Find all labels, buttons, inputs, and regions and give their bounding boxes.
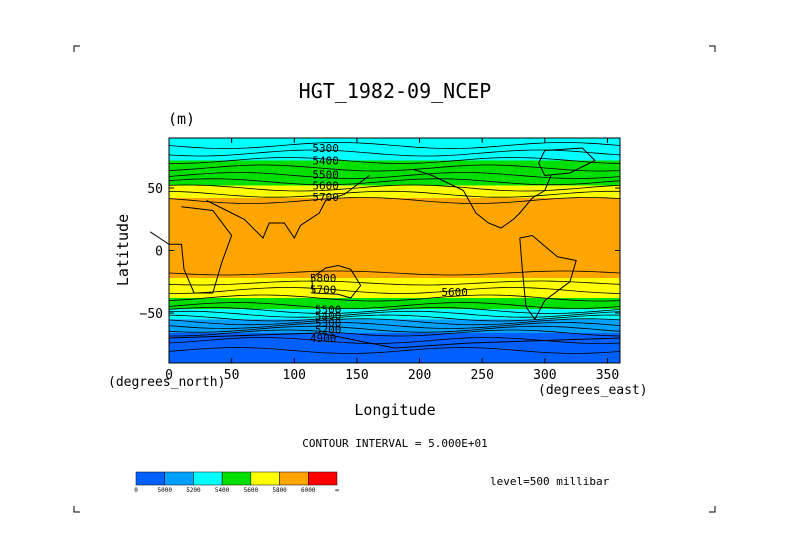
contour-label-2: 5500 xyxy=(312,168,339,181)
contour-label-9: 5400 xyxy=(315,310,342,323)
colorbar-swatch-2 xyxy=(193,471,223,486)
band-6 xyxy=(169,309,620,320)
y-tick-label-1: 0 xyxy=(155,245,163,260)
contour-line-11 xyxy=(169,287,621,294)
contour-label-12: 4900 xyxy=(310,332,337,345)
coastline-3 xyxy=(519,234,577,321)
contour-line-15 xyxy=(168,310,621,318)
coastline-5 xyxy=(538,147,596,176)
colorbar-swatch-5 xyxy=(279,471,309,486)
colorbar-label-5: 5800 xyxy=(272,487,287,494)
contour-label-0: 5300 xyxy=(312,142,339,155)
colorbar-swatch-1 xyxy=(164,471,194,486)
y-units-note: (degrees_north) xyxy=(108,375,225,390)
level-text: level=500 millibar xyxy=(490,475,610,488)
contour-line-14 xyxy=(168,307,621,314)
band-2 xyxy=(169,185,620,198)
colorbar-label-2: 5200 xyxy=(186,487,201,494)
y-tick-label-2: −50 xyxy=(140,307,163,322)
coastline-4 xyxy=(413,168,552,229)
x-tick-label-5: 250 xyxy=(470,368,493,383)
colorbar: 0 5000 5200 5400 5600 5800 6000 ∞ xyxy=(134,471,339,494)
colorbar-label-7: ∞ xyxy=(335,487,339,494)
x-axis-title: Longitude xyxy=(354,401,435,419)
contour-label-5: 5800 xyxy=(310,272,337,285)
contour-line-20 xyxy=(169,329,621,337)
contour-line-19 xyxy=(168,325,621,333)
corner-marks xyxy=(73,45,716,513)
contour-label-11: 5200 xyxy=(315,323,342,336)
colorbar-label-0: 0 xyxy=(134,487,138,494)
band-4 xyxy=(169,278,620,298)
contour-line-4 xyxy=(168,172,621,179)
coastline-0 xyxy=(149,206,233,294)
contour-line-16 xyxy=(168,314,621,322)
band-1 xyxy=(169,160,620,186)
contour-line-18 xyxy=(168,322,621,329)
band-0 xyxy=(169,138,620,161)
units-label: (m) xyxy=(168,110,195,128)
contour-label-4: 5700 xyxy=(312,191,339,204)
contour-line-10 xyxy=(168,280,621,286)
band-7 xyxy=(169,319,620,333)
contour-line-22 xyxy=(168,347,621,354)
contour-label-8: 5500 xyxy=(315,303,342,316)
x-tick-label-4: 200 xyxy=(408,368,431,383)
contour-label-1: 5400 xyxy=(312,155,339,168)
colorbar-swatch-6 xyxy=(308,471,338,486)
contour-line-3 xyxy=(168,164,621,172)
colorbar-label-3: 5400 xyxy=(215,487,230,494)
colorbar-label-4: 5600 xyxy=(244,487,259,494)
contour-label-3: 5600 xyxy=(312,180,339,193)
x-tick-label-2: 100 xyxy=(283,368,306,383)
contour-line-9 xyxy=(168,270,621,276)
coastline-2 xyxy=(311,264,362,299)
colorbar-swatch-0 xyxy=(135,471,165,486)
colorbar-label-1: 5000 xyxy=(157,487,172,494)
contour-line-2 xyxy=(169,157,621,164)
contour-line-5 xyxy=(168,178,621,186)
y-tick-label-0: 50 xyxy=(147,182,163,197)
x-tick-label-7: 350 xyxy=(596,368,619,383)
contour-line-17 xyxy=(168,318,621,326)
contour-interval-text: CONTOUR INTERVAL = 5.000E+01 xyxy=(302,437,487,450)
contour-line-12 xyxy=(168,294,621,302)
colorbar-label-6: 6000 xyxy=(301,487,316,494)
band-5 xyxy=(169,298,620,310)
contour-line-7 xyxy=(168,190,620,198)
y-axis-title: Latitude xyxy=(114,214,132,286)
contour-line-13 xyxy=(168,302,621,309)
coastline-6 xyxy=(168,332,621,349)
contour-line-8 xyxy=(168,197,621,204)
x-tick-label-1: 50 xyxy=(224,368,240,383)
colorbar-swatch-4 xyxy=(250,471,280,486)
chart-title: HGT_1982-09_NCEP xyxy=(299,79,492,103)
coastline-1 xyxy=(206,175,370,239)
x-tick-label-6: 300 xyxy=(533,368,556,383)
band-3 xyxy=(169,198,620,278)
contour-label-6: 5700 xyxy=(310,283,337,296)
x-tick-label-3: 150 xyxy=(345,368,368,383)
colorbar-swatch-3 xyxy=(221,471,252,486)
contour-label-7: 5600 xyxy=(441,286,468,299)
x-tick-label-0: 0 xyxy=(165,368,173,383)
x-units-note: (degrees_east) xyxy=(538,383,648,398)
contour-label-10: 5300 xyxy=(315,317,342,330)
